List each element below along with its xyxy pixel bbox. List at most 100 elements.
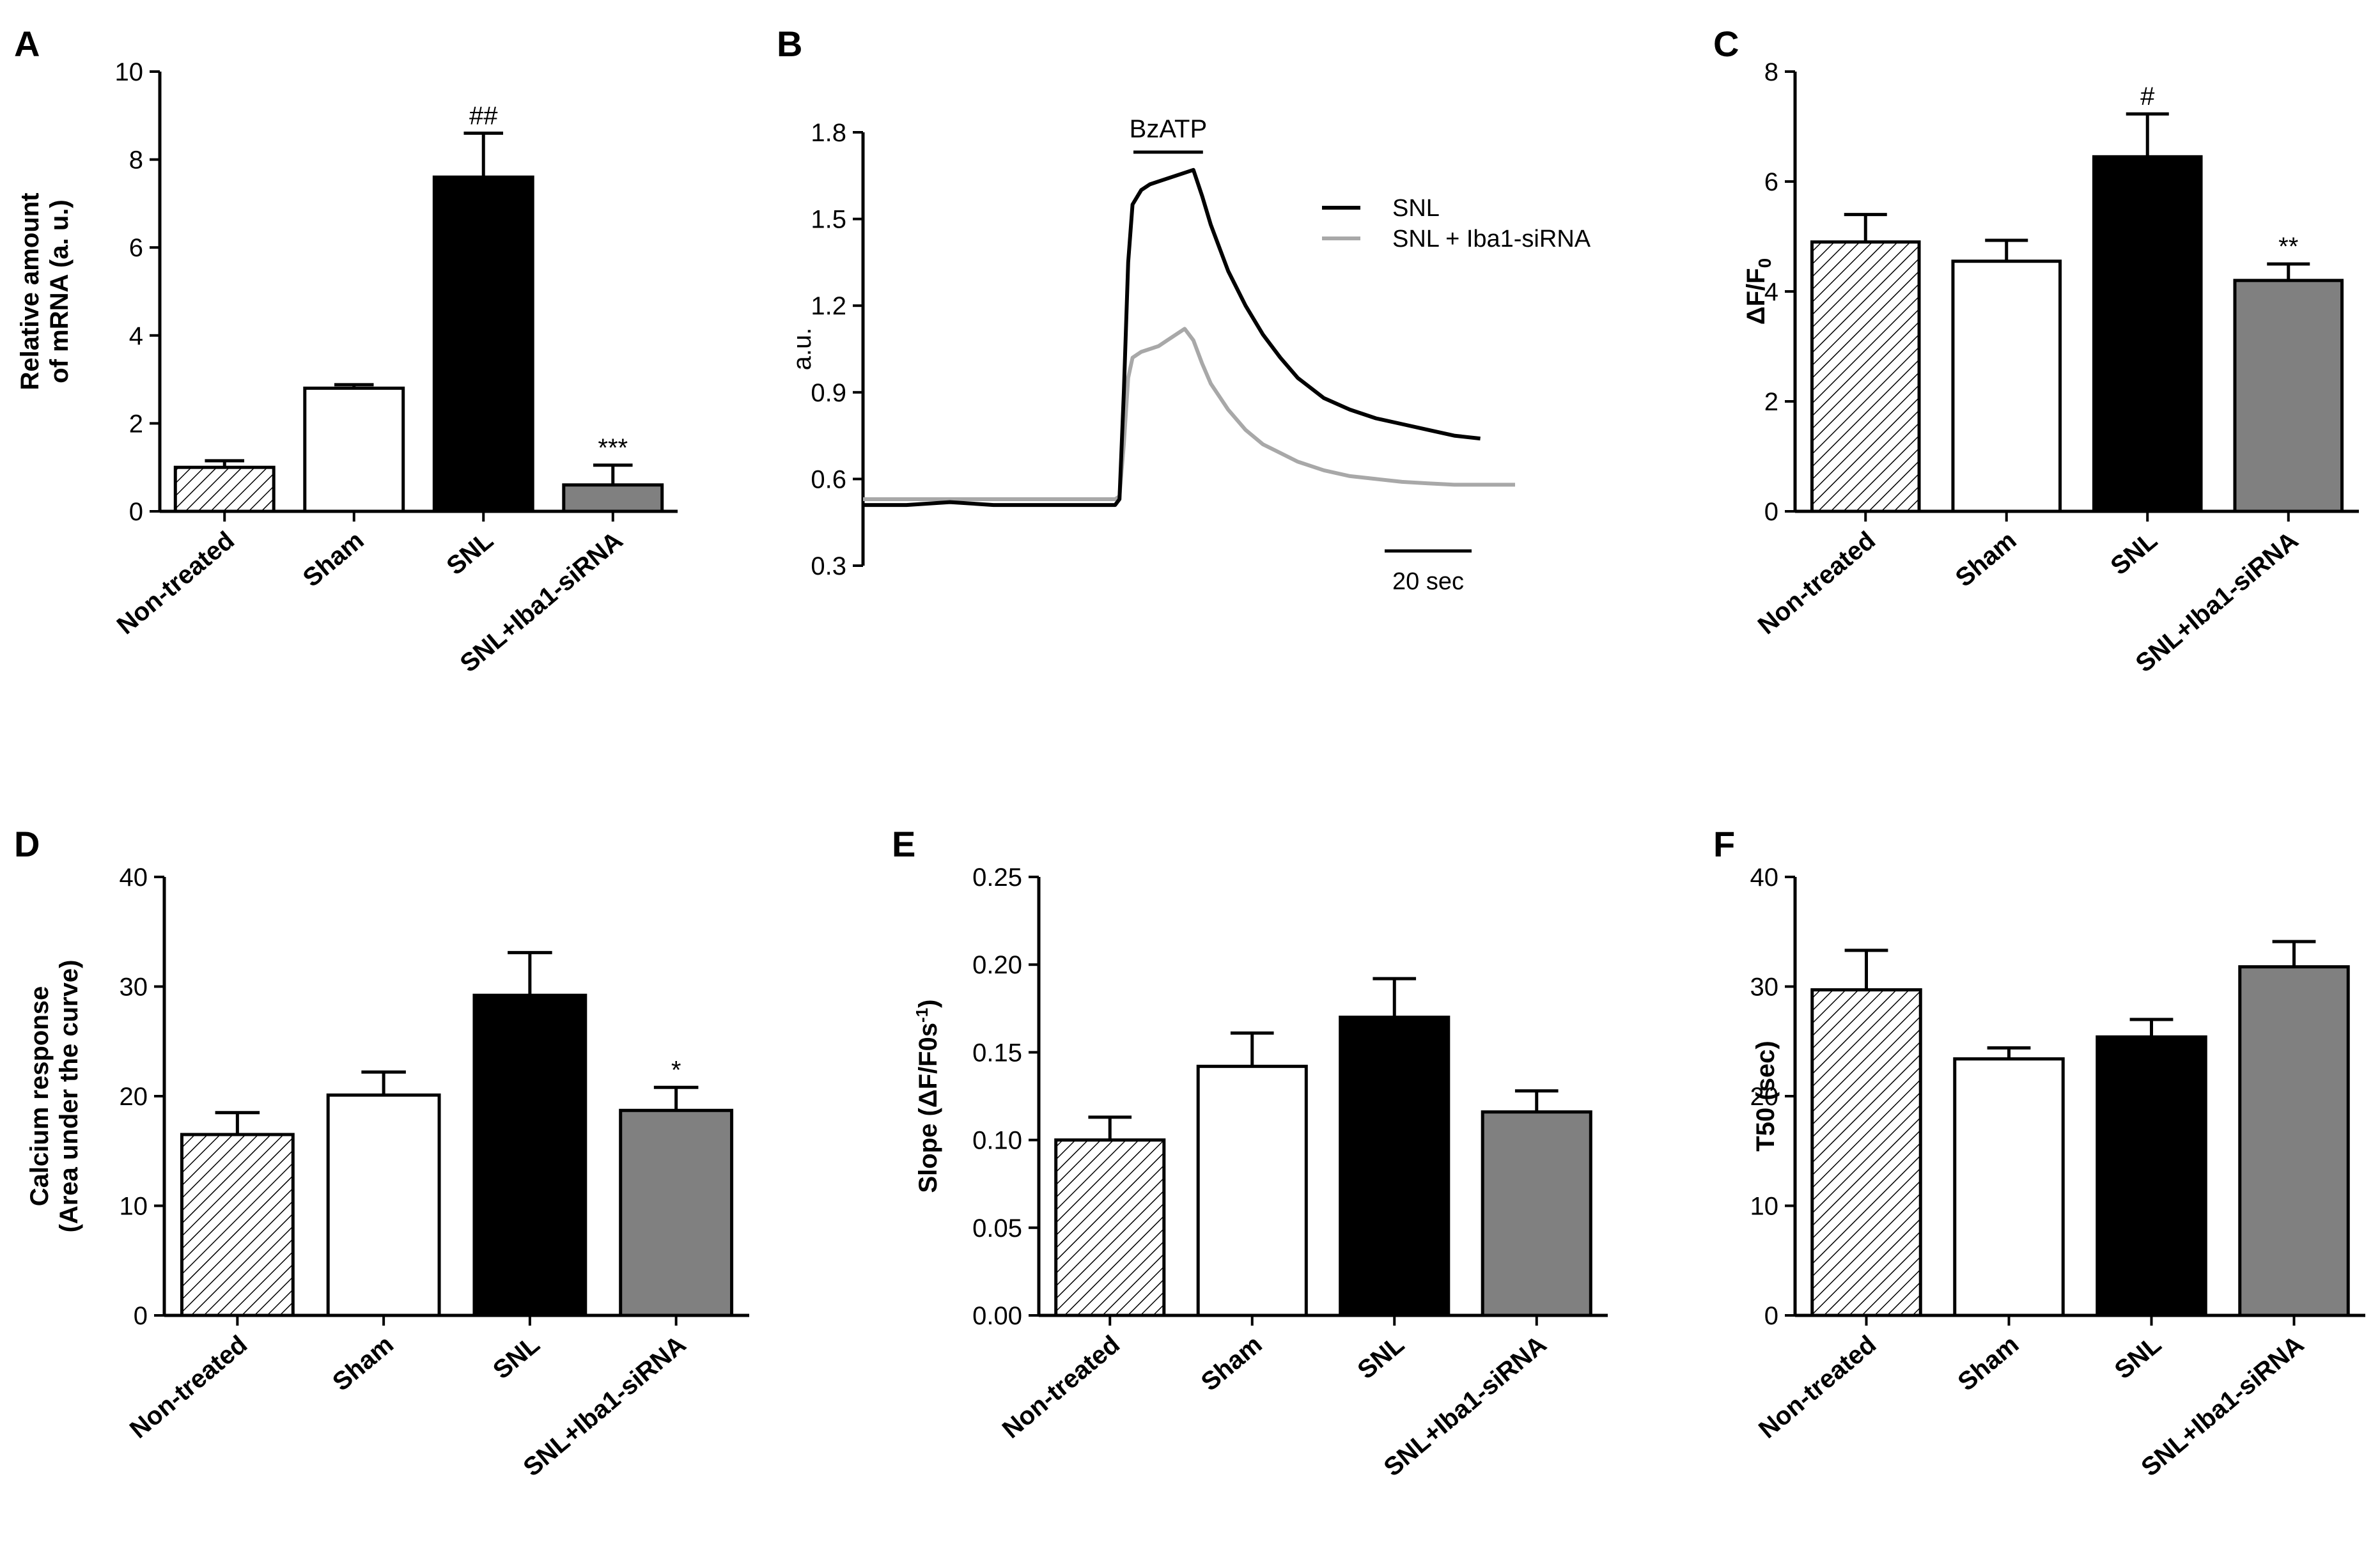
category-label: SNL+Iba1-siRNA [518, 1330, 691, 1482]
y-tick-label: 1.5 [811, 206, 846, 234]
y-axis-label-superscript: -1 [912, 1008, 931, 1023]
bar-3 [2233, 279, 2344, 513]
y-tick-label: 2 [129, 410, 143, 438]
y-axis-label-subscript: 0 [1755, 258, 1775, 268]
y-tick-label: 2 [1764, 388, 1778, 416]
y-tick-label: 0.10 [972, 1127, 1022, 1155]
y-tick-label: 0.25 [972, 864, 1022, 892]
legend-label-1: SNL + Iba1-siRNA [1392, 226, 1591, 252]
category-label: Sham [327, 1330, 399, 1397]
bar-0 [1054, 1138, 1166, 1317]
y-axis-label: Slope (ΔF/F0s-1) [912, 999, 942, 1193]
y-tick-label: 0.6 [811, 465, 846, 493]
y-axis-label-main: ΔF/F [1742, 268, 1770, 325]
y-axis-label: T50 (sec) [1752, 1041, 1780, 1151]
y-axis-label: Relative amount [16, 193, 44, 391]
y-tick-label: 10 [120, 1193, 148, 1221]
y-tick-label: 8 [129, 146, 143, 174]
bar-2 [1339, 1016, 1451, 1317]
significance-label: * [671, 1056, 681, 1084]
y-tick-label: 0 [134, 1302, 148, 1330]
y-tick-label: 6 [1764, 168, 1778, 196]
y-tick-label: 20 [120, 1083, 148, 1111]
y-tick-label: 20 [1750, 1083, 1779, 1111]
bar-2 [2096, 1035, 2207, 1317]
category-label: SNL [2110, 1330, 2167, 1384]
category-label: Sham [298, 526, 369, 593]
y-tick-label: 10 [115, 58, 144, 86]
category-label: Non-treated [112, 526, 240, 640]
bar-1 [303, 386, 405, 513]
bar-0 [180, 1133, 295, 1317]
bar-1 [1951, 260, 2062, 513]
y-tick-label: 4 [129, 322, 143, 350]
y-tick-label: 0.9 [811, 379, 846, 407]
bar-0 [1810, 988, 1922, 1317]
category-label: Sham [1950, 526, 2022, 593]
y-tick-label: 0.20 [972, 951, 1022, 979]
bar-0 [1810, 240, 1921, 513]
significance-label: ** [2278, 233, 2298, 261]
y-axis-label: ΔF/F0 [1742, 258, 1775, 325]
panel-D: D 0 10 20 30 40 Non-treated Sham SNLSNL+Iba1-siR… [14, 824, 749, 1482]
y-tick-label: 40 [120, 864, 148, 892]
panel-B: B 0.3 0.6 0.9 1.2 1.5 1.8 a.u. BzATP SNL SNL + Iba… [777, 24, 1591, 595]
y-tick-label: 30 [120, 973, 148, 1002]
panel-letter: E [892, 824, 915, 864]
bar-3 [619, 1108, 734, 1317]
bar-2 [432, 175, 534, 513]
stimulus-label: BzATP [1130, 115, 1208, 143]
category-label: SNL [488, 1330, 545, 1384]
significance-label: # [2140, 82, 2155, 111]
y-tick-label: 0.3 [811, 552, 846, 580]
y-tick-label: 1.2 [811, 292, 846, 320]
y-tick-label: 4 [1764, 278, 1778, 306]
y-tick-label: 0 [129, 498, 143, 526]
bar-1 [1953, 1057, 2065, 1317]
category-label: SNL [2105, 526, 2163, 580]
category-label: Non-treated [125, 1330, 253, 1444]
bar-0 [173, 465, 276, 513]
y-tick-label: 40 [1750, 864, 1779, 892]
y-tick-label: 0.05 [972, 1214, 1022, 1243]
panel-letter: F [1713, 824, 1735, 864]
category-label: Sham [1953, 1330, 2025, 1397]
panel-letter: B [777, 24, 802, 64]
series-line-0 [863, 167, 1481, 507]
significance-label: *** [598, 434, 628, 462]
y-tick-label: 30 [1750, 973, 1779, 1002]
y-tick-label: 6 [129, 234, 143, 262]
y-tick-label: 10 [1750, 1193, 1779, 1221]
significance-label: ## [469, 102, 498, 130]
panel-letter: D [14, 824, 40, 864]
y-tick-label: 1.8 [811, 119, 846, 147]
y-axis-label: (Area under the curve) [55, 960, 83, 1233]
panel-letter: A [14, 24, 40, 64]
bar-3 [2238, 965, 2350, 1317]
y-tick-label: 0.15 [972, 1039, 1022, 1067]
y-tick-label: 8 [1764, 58, 1778, 86]
category-label: SNL [441, 526, 499, 580]
chart-root: A 0 2 4 6 8 10 Non-treated Sham SNL ## SNL+Iba1-siR… [14, 24, 2365, 1482]
y-axis-label: a.u. [788, 328, 816, 371]
category-label: Non-treated [1754, 1330, 1881, 1444]
y-axis-label: of mRNA (a. u.) [45, 199, 74, 383]
bar-3 [1481, 1110, 1592, 1317]
panel-E: E 0.00 0.05 0.10 0.15 0.20 0.25 Non-treated Sham… [892, 824, 1608, 1482]
scale-bar-label: 20 sec [1392, 568, 1464, 595]
y-axis-label-main: Slope (ΔF/F0s [914, 1023, 942, 1193]
category-label: SNL [1352, 1330, 1410, 1384]
bar-2 [472, 993, 587, 1317]
y-axis-label: Calcium response [26, 986, 54, 1207]
category-label: Non-treated [1753, 526, 1881, 640]
y-tick-label: 0 [1764, 1302, 1778, 1330]
y-tick-label: 0.00 [972, 1302, 1022, 1330]
bar-1 [326, 1093, 441, 1317]
y-axis-label-end: ) [914, 999, 942, 1007]
series-line-1 [863, 327, 1515, 501]
bar-1 [1196, 1064, 1308, 1317]
